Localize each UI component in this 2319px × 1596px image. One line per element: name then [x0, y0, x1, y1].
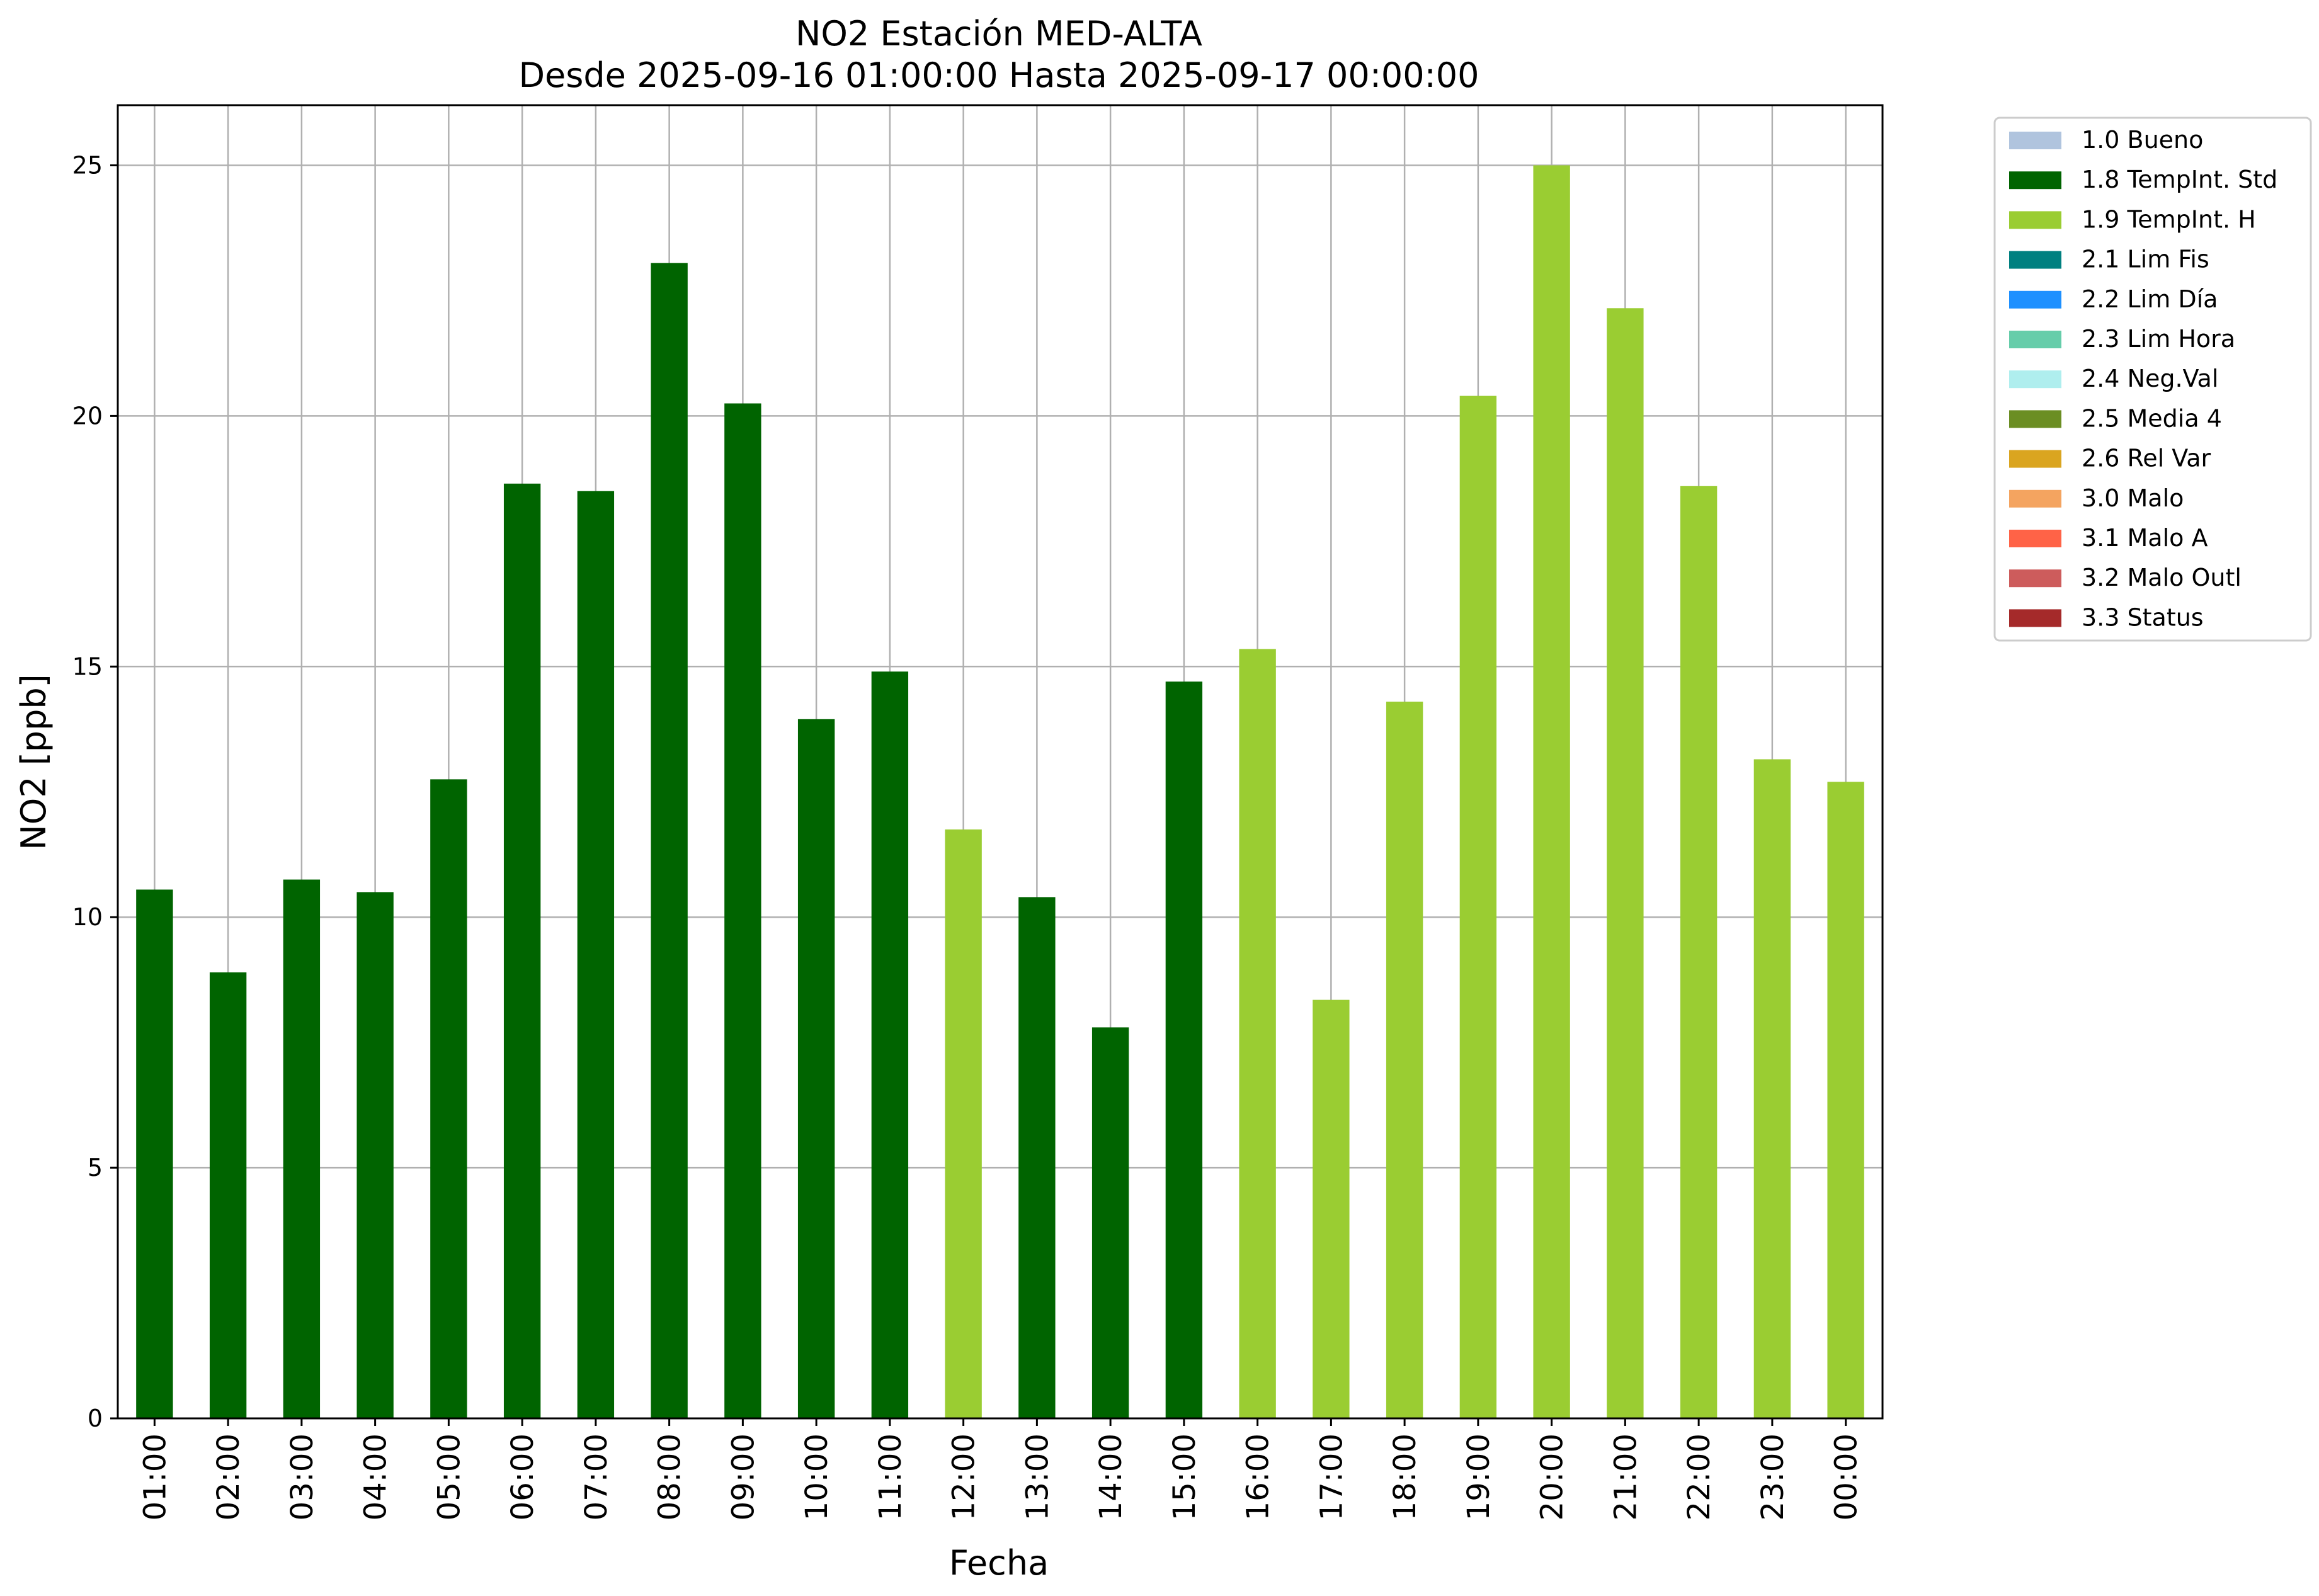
x-tick-label: 19:00	[1461, 1434, 1496, 1520]
bar-15:00	[1165, 681, 1203, 1418]
legend-swatch	[2009, 530, 2061, 547]
x-tick-label: 14:00	[1093, 1434, 1129, 1520]
x-tick-label: 00:00	[1829, 1434, 1864, 1520]
x-tick-label: 02:00	[211, 1434, 246, 1520]
chart-title: NO2 Estación MED-ALTA	[795, 14, 1202, 54]
legend-swatch	[2009, 211, 2061, 229]
y-axis-label: NO2 [ppb]	[14, 674, 54, 850]
bar-10:00	[797, 719, 835, 1418]
x-tick-label: 22:00	[1682, 1434, 1717, 1520]
bar-18:00	[1386, 702, 1423, 1418]
legend-swatch	[2009, 171, 2061, 190]
legend-label: 1.9 TempInt. H	[2082, 205, 2256, 233]
x-tick-label: 04:00	[358, 1434, 394, 1520]
chart-subtitle: Desde 2025-09-16 01:00:00 Hasta 2025-09-…	[518, 55, 1479, 95]
y-tick-label: 10	[72, 903, 103, 931]
bar-08:00	[651, 263, 688, 1418]
bar-06:00	[503, 483, 541, 1419]
x-tick-label: 09:00	[726, 1434, 761, 1520]
x-tick-label: 11:00	[873, 1434, 908, 1520]
plot-frame	[117, 104, 1884, 1420]
bar-13:00	[1018, 897, 1056, 1418]
x-tick-label: 03:00	[285, 1434, 320, 1520]
x-tick-label: 21:00	[1608, 1434, 1643, 1520]
legend-label: 2.5 Media 4	[2082, 404, 2222, 432]
y-tick-label: 15	[72, 653, 103, 680]
bar-03:00	[283, 879, 321, 1418]
bar-23:00	[1753, 759, 1791, 1418]
bar-04:00	[356, 892, 394, 1418]
legend-swatch	[2009, 609, 2061, 627]
legend-label: 1.8 TempInt. Std	[2082, 166, 2277, 193]
bars	[136, 165, 1864, 1419]
x-tick-label: 08:00	[652, 1434, 688, 1520]
y-tick-label: 25	[72, 151, 103, 179]
legend-swatch	[2009, 331, 2061, 348]
bar-21:00	[1607, 308, 1644, 1419]
x-tick-label: 15:00	[1167, 1434, 1202, 1520]
y-tick-label: 20	[72, 402, 103, 430]
x-tick-label: 07:00	[579, 1434, 614, 1520]
bar-05:00	[430, 779, 467, 1418]
legend-label: 2.4 Neg.Val	[2082, 365, 2218, 392]
bar-22:00	[1680, 486, 1718, 1419]
bar-14:00	[1091, 1027, 1129, 1418]
x-axis-label: Fecha	[949, 1543, 1049, 1583]
legend-label: 3.0 Malo	[2082, 484, 2184, 512]
bar-01:00	[136, 889, 173, 1418]
x-tick-label: 20:00	[1535, 1434, 1570, 1520]
x-tick-label: 17:00	[1314, 1434, 1349, 1520]
x-tick-label: 23:00	[1755, 1434, 1791, 1520]
x-tick-label: 06:00	[505, 1434, 540, 1520]
legend-label: 2.3 Lim Hora	[2082, 325, 2235, 353]
x-tick-label: 18:00	[1387, 1434, 1423, 1520]
legend-swatch	[2009, 251, 2061, 269]
legend-swatch	[2009, 290, 2061, 309]
legend-label: 2.2 Lim Día	[2082, 285, 2218, 313]
legend-frame	[1993, 117, 2312, 642]
bar-09:00	[724, 403, 761, 1418]
x-tick-label: 05:00	[431, 1434, 467, 1520]
x-tick-label: 01:00	[137, 1434, 173, 1520]
y-axis-ticks: 0 5 10 15 20 25	[72, 151, 118, 1432]
x-tick-label: 16:00	[1241, 1434, 1276, 1520]
x-axis-ticks: 01:00 02:00 03:00 04:00 05:00 06:00 07:00 08:00…	[137, 1418, 1864, 1520]
x-tick-label: 13:00	[1020, 1434, 1055, 1520]
legend-swatch	[2009, 132, 2061, 149]
legend-swatch	[2009, 450, 2061, 468]
legend-label: 2.6 Rel Var	[2082, 445, 2211, 472]
legend-swatch	[2009, 370, 2061, 389]
legend-label: 3.2 Malo Outl	[2082, 564, 2242, 591]
bar-00:00	[1827, 782, 1864, 1418]
legend-swatch	[2009, 410, 2061, 428]
bar-19:00	[1459, 396, 1497, 1418]
bar-20:00	[1533, 165, 1570, 1418]
x-tick-label: 12:00	[947, 1434, 982, 1520]
legend: 1.0 Bueno 1.8 TempInt. Std 1.9 TempInt. H 2…	[1993, 117, 2312, 642]
bar-11:00	[871, 671, 909, 1418]
legend-label: 2.1 Lim Fis	[2082, 246, 2209, 273]
bar-16:00	[1239, 649, 1276, 1418]
y-tick-label: 0	[88, 1405, 103, 1432]
legend-label: 3.3 Status	[2082, 603, 2204, 631]
bar-12:00	[945, 829, 982, 1418]
y-tick-label: 5	[88, 1154, 103, 1182]
bar-02:00	[209, 972, 247, 1418]
legend-label: 3.1 Malo A	[2082, 524, 2208, 552]
x-tick-label: 10:00	[799, 1434, 835, 1520]
bar-17:00	[1313, 1000, 1350, 1418]
bar-07:00	[577, 491, 615, 1419]
legend-label: 1.0 Bueno	[2082, 126, 2203, 154]
legend-swatch	[2009, 489, 2061, 508]
legend-swatch	[2009, 569, 2061, 588]
